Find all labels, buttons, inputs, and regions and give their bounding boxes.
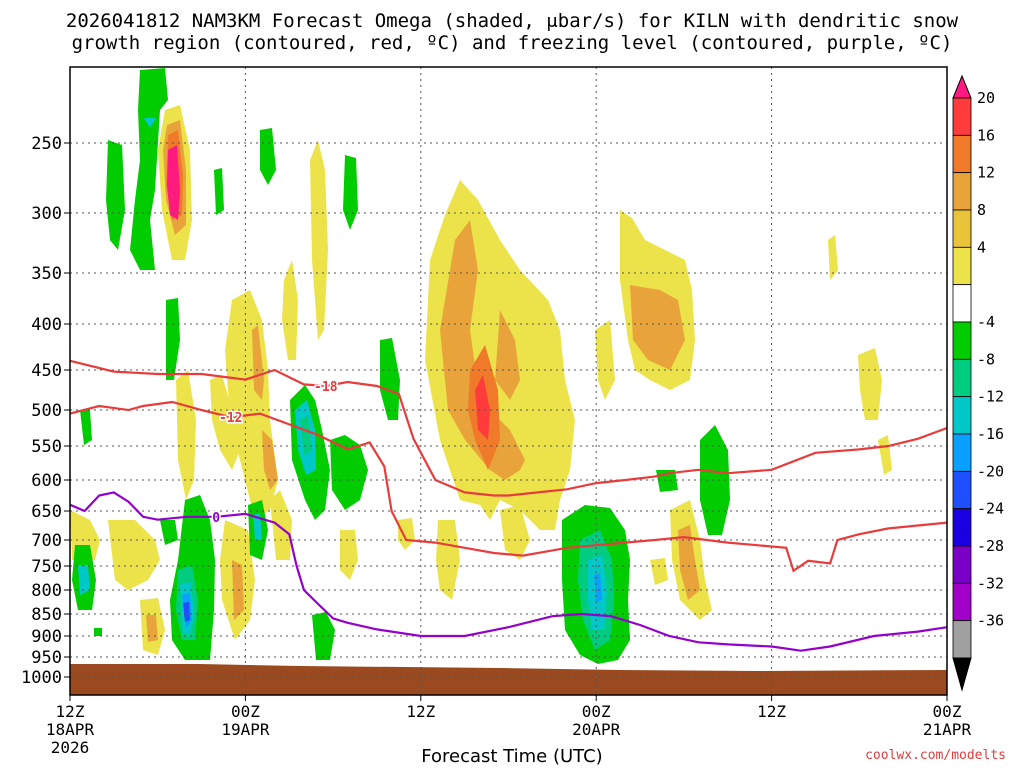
chart-title-line1: 2026041812 NAM3KM Forecast Omega (shaded… <box>65 10 959 32</box>
y-tick-label-900: 900 <box>31 627 62 647</box>
x-axis-label: Forecast Time (UTC) <box>421 746 603 767</box>
y-tick-label-300: 300 <box>31 204 62 224</box>
colorbar-label-13: -36 <box>977 612 1004 630</box>
colorbar-top-arrow <box>952 74 972 99</box>
pressure-axis: 2503003504004505005506006507007508008509… <box>21 134 70 688</box>
colorbar-label-1: 16 <box>977 126 995 144</box>
x-tick-label-3-1: 20APR <box>572 720 621 739</box>
y-tick-label-450: 450 <box>31 361 62 381</box>
colorbar-label-3: 8 <box>977 201 986 219</box>
colorbar-label-10: -24 <box>977 500 1004 518</box>
colorbar-box-9 <box>952 396 972 435</box>
colorbar-box-6 <box>952 284 972 323</box>
plot-frame <box>69 66 948 696</box>
y-tick-label-400: 400 <box>31 315 62 335</box>
y-tick-label-600: 600 <box>31 471 62 491</box>
plot-gridlines <box>69 67 948 695</box>
x-tick-label-1-1: 19APR <box>221 720 270 739</box>
colorbar: 20 16 12 8 4 -4 -8 -12 -16 -20 -24 -28 -32 -36 <box>952 74 1004 692</box>
colorbar-box-14 <box>952 582 972 622</box>
colorbar-label-5: -4 <box>977 313 995 331</box>
colorbar-box-5 <box>952 246 972 286</box>
colorbar-bottom-arrow <box>952 657 972 692</box>
contour-2 <box>69 491 948 652</box>
contour-0 <box>69 359 948 497</box>
colorbar-box-13 <box>952 545 972 584</box>
y-tick-label-950: 950 <box>31 648 62 668</box>
y-tick-label-850: 850 <box>31 605 62 625</box>
x-tick-label-3-0: 00Z <box>582 702 611 721</box>
y-tick-label-1000: 1000 <box>21 668 62 688</box>
colorbar-label-12: -32 <box>977 574 1004 592</box>
colorbar-box-11 <box>952 470 972 510</box>
colorbar-label-9: -20 <box>977 462 1004 480</box>
colorbar-label-7: -12 <box>977 388 1004 406</box>
y-tick-label-350: 350 <box>31 264 62 284</box>
y-tick-label-750: 750 <box>31 557 62 577</box>
colorbar-label-8: -16 <box>977 425 1004 443</box>
colorbar-label-2: 12 <box>977 164 995 182</box>
colorbar-box-8 <box>952 358 972 398</box>
contour-label-1: -12 <box>219 411 242 426</box>
colorbar-label-0: 20 <box>977 89 995 107</box>
chart-title-line2: growth region (contoured, red, ºC) and f… <box>71 32 953 54</box>
colorbar-label-6: -8 <box>977 350 995 368</box>
x-tick-label-0-0: 12Z <box>56 702 85 721</box>
x-tick-label-1-0: 00Z <box>231 702 260 721</box>
x-tick-label-0-2: 2026 <box>51 738 90 757</box>
colorbar-label-11: -28 <box>977 537 1004 555</box>
y-tick-label-250: 250 <box>31 134 62 154</box>
x-tick-label-0-1: 18APR <box>46 720 95 739</box>
omega-shading <box>70 68 947 695</box>
contour-label-2: 0 <box>212 511 220 526</box>
x-tick-label-5-1: 21APR <box>923 720 972 739</box>
y-tick-label-800: 800 <box>31 581 62 601</box>
colorbar-label-4: 4 <box>977 238 986 256</box>
colorbar-box-1 <box>952 97 972 136</box>
contour-1 <box>69 400 948 573</box>
colorbar-box-15 <box>952 620 972 659</box>
colorbar-box-2 <box>952 134 972 174</box>
colorbar-box-10 <box>952 433 972 472</box>
x-tick-label-4-0: 12Z <box>757 702 786 721</box>
contour-label-0: -18 <box>314 380 338 395</box>
source-credit: coolwx.com/modelts <box>865 748 1006 763</box>
colorbar-box-7 <box>952 321 972 360</box>
colorbar-box-12 <box>952 508 972 547</box>
colorbar-box-3 <box>952 172 972 211</box>
colorbar-box-4 <box>952 209 972 248</box>
y-tick-label-650: 650 <box>31 502 62 522</box>
y-tick-label-500: 500 <box>31 401 62 421</box>
y-tick-label-700: 700 <box>31 531 62 551</box>
temperature-contours: -18 -12 0 <box>69 359 948 652</box>
x-tick-label-5-0: 00Z <box>933 702 962 721</box>
x-tick-label-2-0: 12Z <box>406 702 435 721</box>
y-tick-label-550: 550 <box>31 437 62 457</box>
